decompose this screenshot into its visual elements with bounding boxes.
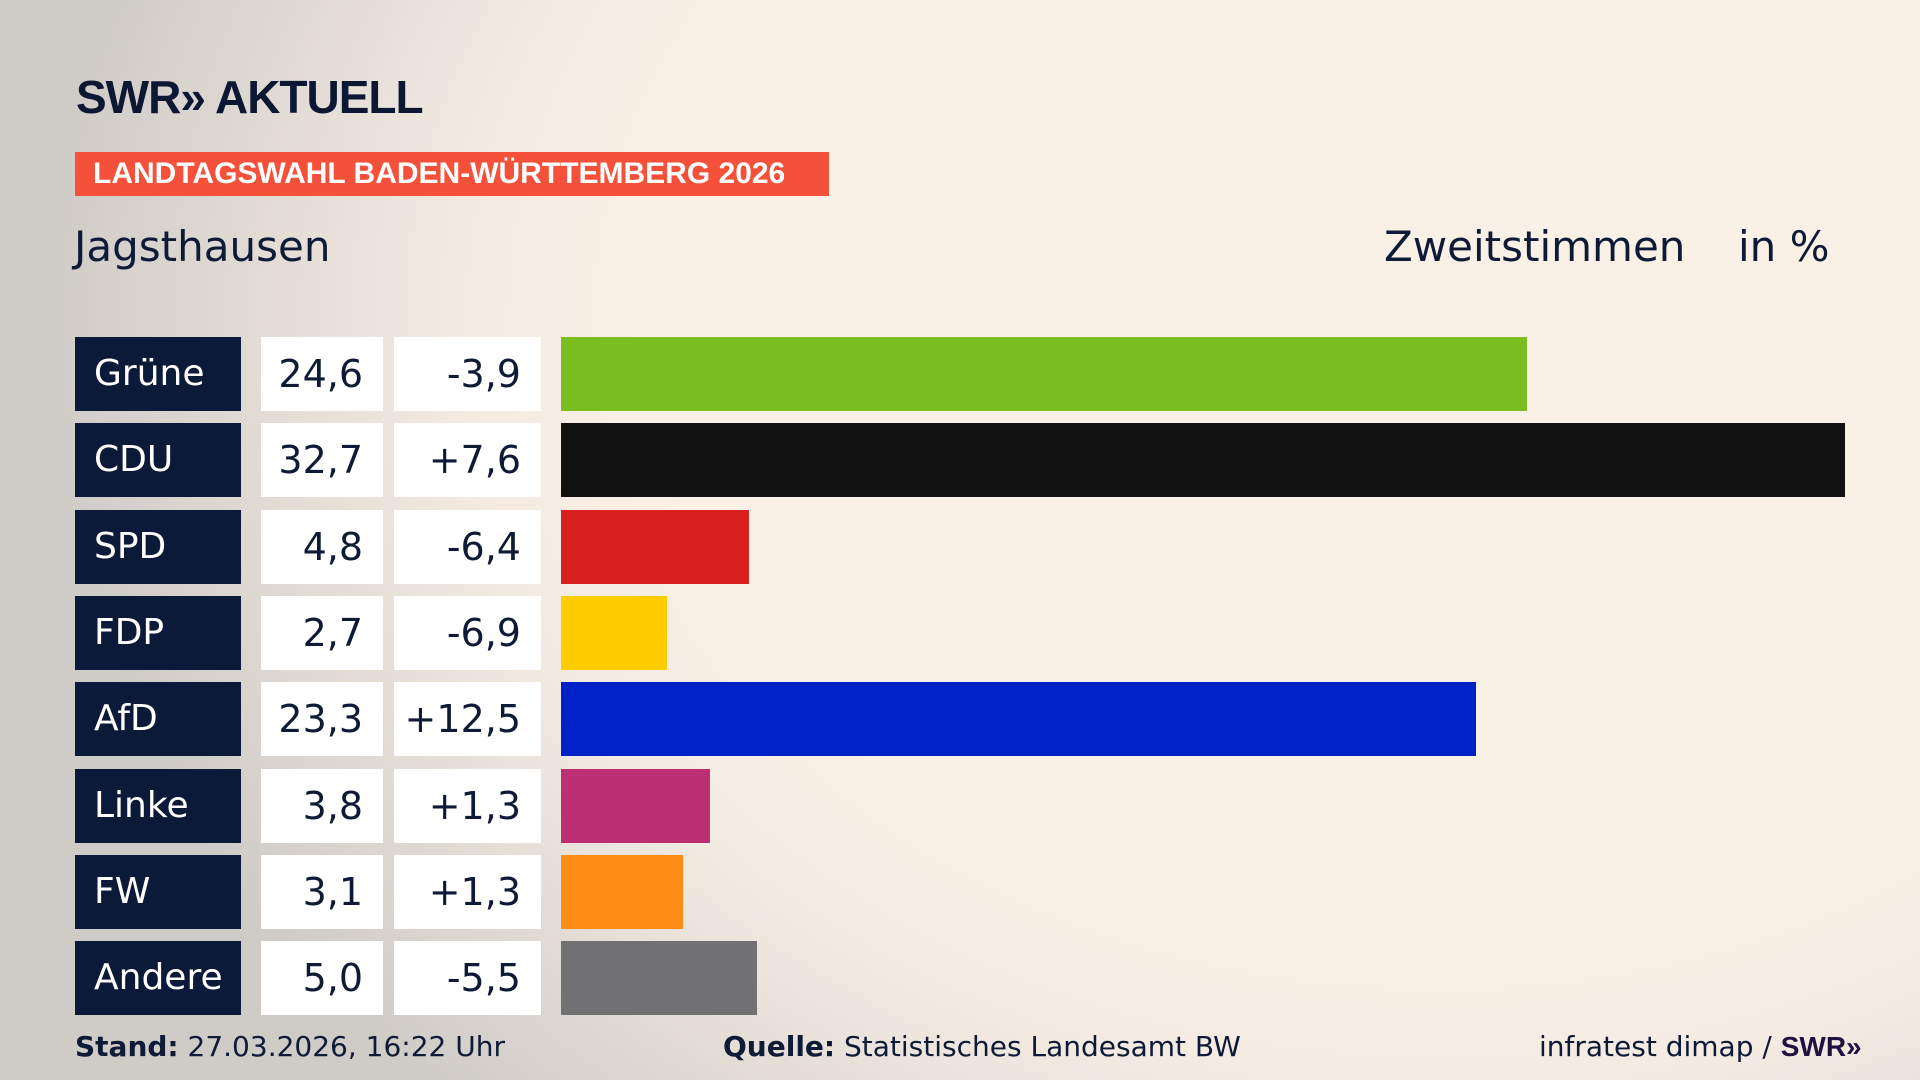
party-row: SPD 4,8 -6,4	[0, 509, 1920, 584]
diff-label: -5,5	[394, 941, 541, 1016]
place-title: Jagsthausen	[74, 222, 331, 271]
bar	[561, 941, 758, 1016]
diff-label: -3,9	[394, 337, 541, 411]
source-value: Statistisches Landesamt BW	[844, 1030, 1241, 1063]
source-label: Quelle:	[723, 1030, 836, 1063]
stand-label: Stand:	[75, 1030, 179, 1063]
party-row: Andere 5,0 -5,5	[0, 941, 1920, 1016]
party-name: SPD	[75, 509, 241, 584]
party-name: FW	[75, 854, 241, 929]
bar	[561, 854, 683, 929]
party-row: CDU 32,7 +7,6	[0, 423, 1920, 498]
value-label: 2,7	[261, 595, 383, 670]
value-label: 3,1	[261, 854, 383, 929]
value-label: 23,3	[261, 682, 383, 757]
swr-logo: SWR»	[1780, 1031, 1862, 1062]
diff-label: +7,6	[394, 423, 541, 498]
stand-value: 27.03.2026, 16:22 Uhr	[187, 1030, 505, 1063]
party-row: FDP 2,7 -6,9	[0, 595, 1920, 670]
party-name: Andere	[75, 941, 241, 1016]
diff-label: +12,5	[394, 682, 541, 757]
party-name: FDP	[75, 595, 241, 670]
value-label: 24,6	[261, 337, 383, 411]
party-name: CDU	[75, 423, 241, 498]
diff-label: +1,3	[394, 768, 541, 843]
bar	[561, 509, 750, 584]
bar	[561, 595, 668, 670]
bar	[561, 337, 1527, 411]
credit-text: infratest dimap /	[1539, 1030, 1781, 1063]
swr-aktuell-logo: SWR» AKTUELL	[76, 71, 424, 123]
unit-label: in %	[1738, 222, 1830, 271]
source: Quelle: Statistisches Landesamt BW	[723, 1030, 1241, 1063]
party-row: AfD 23,3 +12,5	[0, 682, 1920, 757]
party-row: Grüne 24,6 -3,9	[0, 337, 1920, 411]
election-banner: LANDTAGSWAHL BADEN-WÜRTTEMBERG 2026	[75, 152, 829, 196]
bar	[561, 768, 711, 843]
diff-label: -6,4	[394, 509, 541, 584]
value-label: 3,8	[261, 768, 383, 843]
bar	[561, 682, 1476, 757]
party-name: Grüne	[75, 337, 241, 411]
party-row: Linke 3,8 +1,3	[0, 768, 1920, 843]
value-label: 4,8	[261, 509, 383, 584]
timestamp: Stand: 27.03.2026, 16:22 Uhr	[75, 1030, 505, 1063]
party-name: Linke	[75, 768, 241, 843]
party-name: AfD	[75, 682, 241, 757]
credit: infratest dimap / SWR»	[1539, 1030, 1862, 1063]
party-row: FW 3,1 +1,3	[0, 854, 1920, 929]
metric-label: Zweitstimmen	[1384, 222, 1686, 271]
diff-label: +1,3	[394, 854, 541, 929]
value-label: 5,0	[261, 941, 383, 1016]
value-label: 32,7	[261, 423, 383, 498]
diff-label: -6,9	[394, 595, 541, 670]
bar	[561, 423, 1845, 498]
